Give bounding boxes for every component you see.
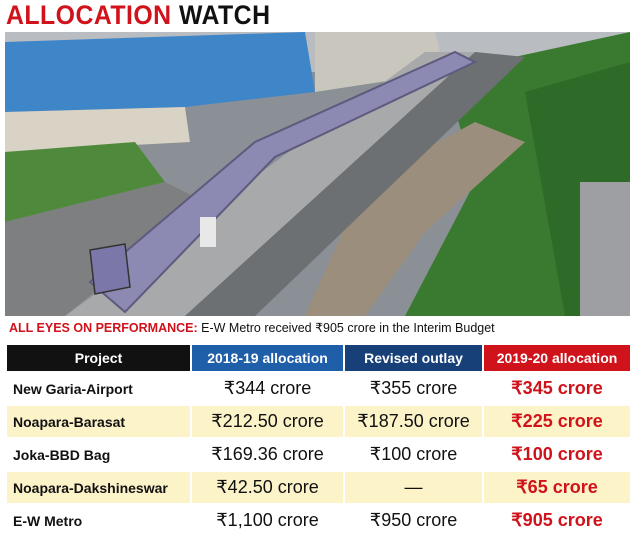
caption-lead: ALL EYES ON PERFORMANCE:: [9, 321, 198, 335]
amount-cell: ₹345 crore: [482, 371, 632, 406]
caption-text: E-W Metro received ₹905 crore in the Int…: [201, 321, 495, 335]
amount-cell: ₹344 crore: [190, 371, 345, 406]
amount-cell: ₹1,100 crore: [190, 503, 345, 538]
column-header: Revised outlay: [343, 343, 484, 373]
amount-cell: ₹225 crore: [482, 404, 632, 439]
column-header: 2019-20 allocation: [482, 343, 632, 373]
amount-cell: ₹65 crore: [482, 470, 632, 505]
column-header: Project: [5, 343, 192, 373]
amount-cell: ₹905 crore: [482, 503, 632, 538]
amount-cell: —: [343, 470, 484, 505]
table-body: New Garia-Airport ₹344 crore ₹355 crore ₹34…: [5, 371, 632, 538]
table-row: Noapara-Barasat ₹212.50 crore ₹187.50 cror…: [5, 404, 632, 439]
title-red: ALLOCATION: [6, 0, 172, 30]
amount-cell: ₹212.50 crore: [190, 404, 345, 439]
table-row: New Garia-Airport ₹344 crore ₹355 crore ₹34…: [5, 371, 632, 406]
table-row: Noapara-Dakshineswar ₹42.50 crore — ₹65 cro…: [5, 470, 632, 505]
amount-cell: ₹355 crore: [343, 371, 484, 406]
caption: ALL EYES ON PERFORMANCE: E-W Metro recei…: [9, 320, 495, 336]
amount-cell: ₹100 crore: [343, 437, 484, 472]
allocation-table: Project 2018-19 allocation Revised outlay 2…: [5, 343, 632, 538]
amount-cell: ₹950 crore: [343, 503, 484, 538]
amount-cell: ₹169.36 crore: [190, 437, 345, 472]
table-row: E-W Metro ₹1,100 crore ₹950 crore ₹905 cror…: [5, 503, 632, 538]
header-row: Project 2018-19 allocation Revised outlay 2…: [5, 343, 632, 373]
project-cell: E-W Metro: [5, 503, 192, 538]
title: ALLOCATION WATCH: [6, 0, 270, 30]
amount-cell: ₹42.50 crore: [190, 470, 345, 505]
column-header: 2018-19 allocation: [190, 343, 345, 373]
table-row: Joka-BBD Bag ₹169.36 crore ₹100 crore ₹100 …: [5, 437, 632, 472]
project-cell: Joka-BBD Bag: [5, 437, 192, 472]
amount-cell: ₹187.50 crore: [343, 404, 484, 439]
project-cell: New Garia-Airport: [5, 371, 192, 406]
title-black: WATCH: [178, 0, 271, 30]
project-cell: Noapara-Barasat: [5, 404, 192, 439]
amount-cell: ₹100 crore: [482, 437, 632, 472]
project-cell: Noapara-Dakshineswar: [5, 470, 192, 505]
photo: [5, 32, 630, 316]
